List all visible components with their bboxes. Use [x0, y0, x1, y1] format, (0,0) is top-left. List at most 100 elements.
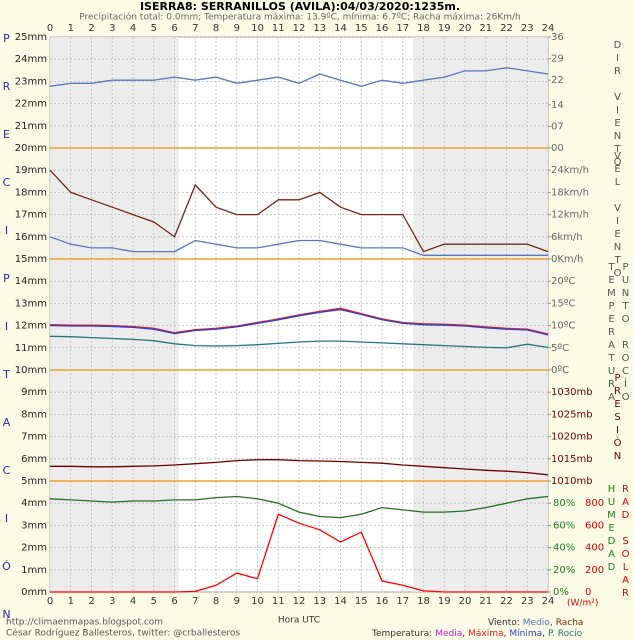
- y2-tick-label: 1010mb: [551, 476, 593, 487]
- y-tick-label: 7mm: [21, 432, 47, 443]
- x-tick-label: 6: [171, 596, 177, 607]
- y2-tick-label: 40%: [553, 543, 575, 554]
- x-tick-label: 15: [355, 23, 368, 34]
- x-tick-label: 23: [521, 596, 534, 607]
- footer-text: César Rodríguez Ballesteros, twitter: @c…: [6, 628, 240, 639]
- x-tick-label: 19: [438, 23, 451, 34]
- y2-tick-label: 1025mb: [551, 409, 593, 420]
- series-line: [49, 169, 549, 253]
- y-tick-label: 17mm: [15, 210, 47, 221]
- legend-separator: ,: [550, 618, 553, 628]
- y2-tick-label: 36: [551, 32, 564, 43]
- x-tick-label: 12: [293, 23, 306, 34]
- x-tick-label: 24: [542, 23, 555, 34]
- y2-tick-label: 14: [551, 100, 564, 111]
- legend-entry: Máxima: [468, 629, 503, 639]
- y-tick-label: 1mm: [21, 565, 47, 576]
- x-tick-label: 5: [151, 596, 157, 607]
- y-tick-label: 12mm: [15, 321, 47, 332]
- y2-tick-label: 1030mb: [551, 387, 593, 398]
- y-tick-label: 11mm: [15, 343, 47, 354]
- series-line: [49, 307, 549, 335]
- legend-separator: ,: [542, 629, 545, 639]
- x-tick-label: 22: [500, 596, 513, 607]
- axis-title: PUNTO ROCÍO: [620, 262, 631, 405]
- x-tick-label: 14: [334, 23, 347, 34]
- y2-tick-label: 0: [585, 587, 591, 598]
- y-axis-label: PRECIPITACIÓN: [0, 32, 13, 640]
- series-line: [49, 236, 548, 256]
- x-tick-label: 8: [213, 596, 219, 607]
- x-tick-label: 18: [417, 596, 430, 607]
- legend-title: Viento:: [488, 618, 520, 628]
- y-tick-label: 18mm: [15, 187, 47, 198]
- y-tick-label: 23mm: [15, 76, 47, 87]
- y2-tick-label: 0%: [553, 587, 569, 598]
- x-tick-label: 16: [376, 23, 389, 34]
- y2-tick-label: 0Km/h: [551, 254, 583, 265]
- legend-entry: Medio: [523, 618, 551, 628]
- y-tick-label: 14mm: [15, 276, 47, 287]
- y2-tick-label: 80%: [553, 498, 575, 509]
- y-tick-label: 4mm: [21, 498, 47, 509]
- y-tick-label: 20mm: [15, 143, 47, 154]
- x-tick-label: 7: [192, 596, 198, 607]
- x-tick-label: 14: [334, 596, 347, 607]
- y-tick-label: 10mm: [15, 365, 47, 376]
- y-tick-label: 13mm: [15, 298, 47, 309]
- y-tick-label: 8mm: [21, 409, 47, 420]
- legend-entry: Racha: [556, 618, 584, 628]
- legend-title: Temperatura:: [371, 629, 432, 639]
- series-line: [50, 513, 548, 593]
- y-tick-label: 25mm: [15, 32, 47, 43]
- legend-separator: ,: [504, 629, 507, 639]
- y-tick-label: 21mm: [15, 121, 47, 132]
- y2-tick-label: 10ºC: [551, 321, 575, 332]
- y2-tick-label: 20%: [553, 565, 575, 576]
- y-tick-label: 19mm: [15, 165, 47, 176]
- x-axis-label: Hora UTC: [278, 616, 320, 626]
- legend-entry: Mínima: [509, 629, 542, 639]
- y-tick-label: 15mm: [15, 254, 47, 265]
- y2-tick-label: 20ºC: [551, 276, 575, 287]
- x-tick-label: 6: [171, 23, 177, 34]
- series-line: [49, 335, 549, 349]
- x-tick-label: 21: [479, 23, 492, 34]
- y-tick-label: 0mm: [21, 587, 47, 598]
- x-tick-label: 9: [234, 596, 240, 607]
- chart-subtitle: Precipitación total: 0.0mm; Temperatura …: [79, 12, 520, 23]
- y-tick-label: 22mm: [15, 99, 47, 110]
- y2-tick-label: 07: [551, 121, 564, 132]
- x-tick-label: 20: [459, 23, 472, 34]
- y2-tick-label: 0ºC: [551, 365, 569, 376]
- x-tick-label: 7: [192, 23, 198, 34]
- y-tick-label: 6mm: [21, 454, 47, 465]
- x-tick-label: 13: [313, 596, 326, 607]
- axis-title: VEL VIENTO: [612, 151, 623, 281]
- y2-tick-label: 6km/h: [551, 232, 583, 243]
- y2-tick-label: 18km/h: [551, 187, 589, 198]
- footer-text: http://climaenmapas.blogspot.com: [6, 618, 163, 628]
- x-tick-label: 2: [88, 23, 94, 34]
- y2-tick-label: 1020mb: [551, 432, 593, 443]
- axis-unit: (W/m²): [567, 599, 598, 609]
- x-tick-label: 17: [396, 23, 409, 34]
- y2-tick-label: 5ºC: [551, 343, 569, 354]
- x-tick-label: 10: [251, 596, 264, 607]
- x-tick-label: 20: [459, 596, 472, 607]
- y2-tick-label: 600: [585, 520, 604, 531]
- x-tick-label: 1: [68, 23, 74, 34]
- y2-tick-label: 60%: [553, 520, 575, 531]
- x-tick-label: 10: [251, 23, 264, 34]
- x-tick-label: 9: [234, 23, 240, 34]
- series-line: [49, 67, 549, 87]
- x-tick-label: 0: [47, 23, 53, 34]
- x-tick-label: 3: [109, 596, 115, 607]
- x-tick-label: 18: [417, 23, 430, 34]
- series-line: [49, 308, 549, 336]
- x-tick-label: 11: [272, 23, 285, 34]
- chart-title: ISERRA8: SERRANILLOS (AVILA):04/03/2020:…: [140, 0, 460, 13]
- y-tick-label: 9mm: [21, 387, 47, 398]
- legend-entry: Media: [435, 629, 462, 639]
- x-tick-label: 23: [521, 23, 534, 34]
